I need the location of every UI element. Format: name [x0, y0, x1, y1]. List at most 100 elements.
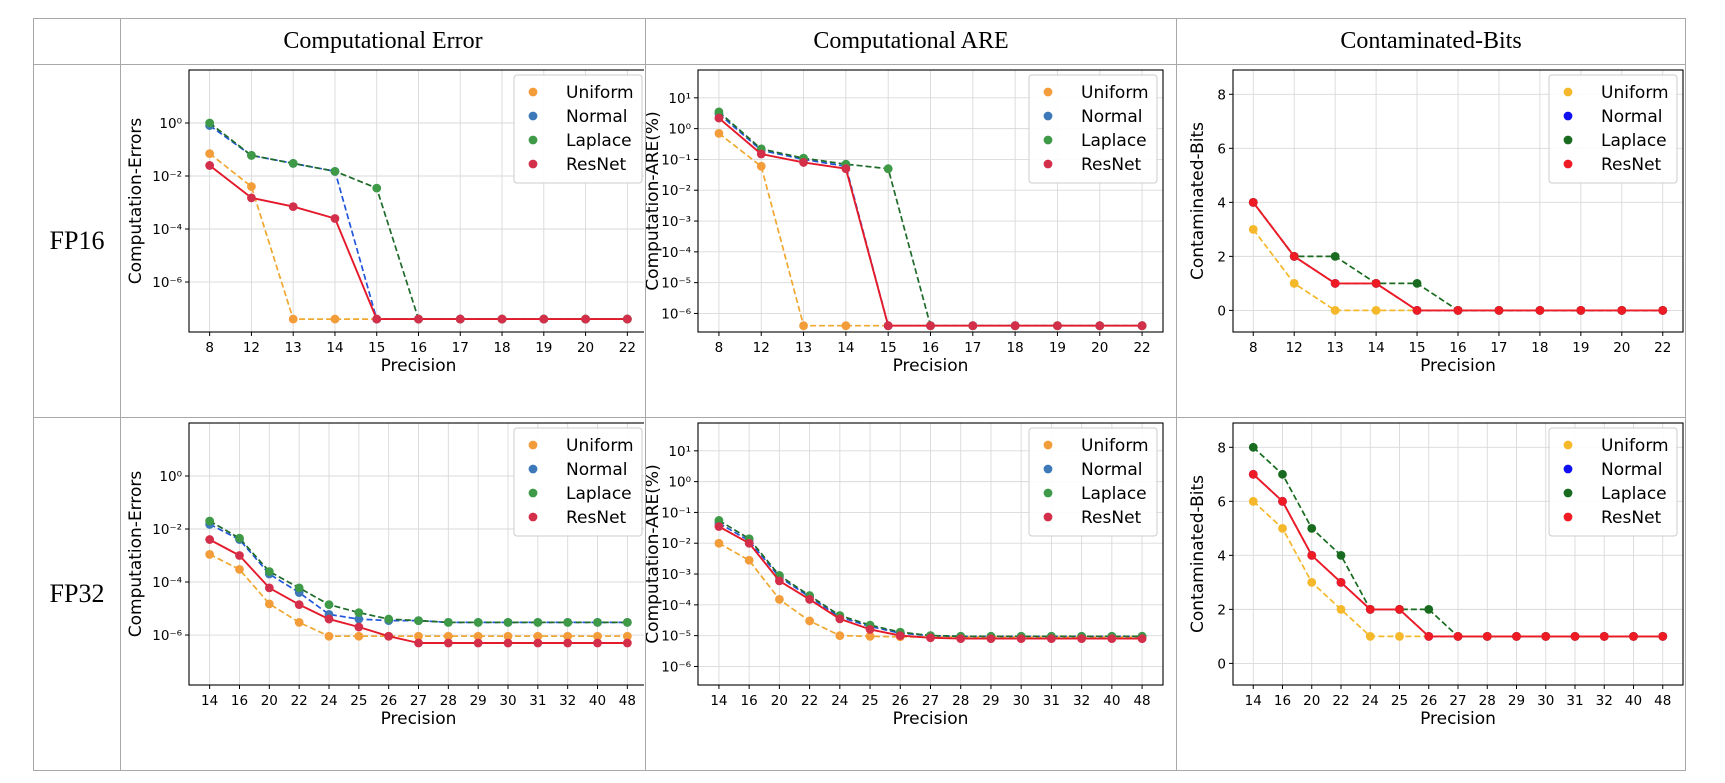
chart-fp16-error: 10⁻⁶ 10⁻⁴ 10⁻² 10⁰ 8 12 13 14 15 16 17 18 19 20 22 Prec…: [126, 69, 644, 376]
data-point: [503, 638, 513, 648]
x-tick-label: 22: [1332, 693, 1349, 709]
data-point: [324, 614, 334, 624]
legend-label: Laplace: [1081, 484, 1147, 504]
series-line: [209, 523, 628, 624]
y-tick-label: 10⁰: [668, 475, 691, 491]
data-point: [714, 522, 724, 531]
x-tick-label: 24: [1362, 693, 1379, 709]
data-point: [503, 617, 513, 627]
y-axis-label: Contaminated-Bits: [1188, 122, 1208, 280]
legend-marker: [1043, 512, 1053, 522]
x-tick-label: 31: [529, 693, 546, 709]
plot-frame: [697, 422, 1164, 686]
data-point: [1336, 550, 1346, 560]
y-tick-label: 6: [1217, 494, 1226, 510]
data-point: [1248, 442, 1258, 452]
y-tick-label: 10⁻¹: [661, 505, 691, 521]
x-tick-label: 30: [1013, 693, 1030, 709]
x-tick-label: 32: [559, 693, 576, 709]
data-point: [264, 599, 274, 609]
x-tick-label: 20: [1091, 340, 1108, 356]
x-tick-label: 13: [795, 340, 812, 356]
data-point: [1512, 631, 1521, 641]
y-axis-label: Computation-ARE(%): [646, 111, 663, 290]
data-point: [805, 595, 814, 604]
x-tick-label: 16: [410, 340, 427, 356]
data-point: [865, 624, 875, 634]
y-tick-label: 10⁻⁶: [152, 275, 182, 291]
data-point: [443, 617, 453, 627]
x-tick-label: 16: [922, 340, 939, 356]
chart-cell: 0 2 4 6 8 14 16 20 22 24 25 26 27 28 29 30 31 32 40 48 Preci…: [1176, 417, 1686, 771]
y-tick-label: 4: [1217, 195, 1226, 211]
y-tick-label: 10⁻⁴: [661, 245, 691, 261]
x-tick-label: 8: [1249, 340, 1258, 356]
y-tick-label: 10⁻¹: [661, 152, 691, 168]
data-point: [414, 616, 423, 625]
x-axis-label: Precision: [893, 356, 969, 376]
x-tick-label: 13: [1327, 340, 1344, 356]
data-point: [883, 321, 893, 331]
y-tick-label: 10⁻²: [661, 536, 691, 552]
plot-frame: [1232, 422, 1684, 686]
legend-marker: [528, 440, 538, 450]
x-tick-label: 48: [619, 693, 636, 709]
data-point: [372, 183, 382, 193]
data-point: [294, 600, 304, 610]
data-point: [205, 161, 215, 170]
data-point: [294, 617, 304, 627]
x-tick-label: 17: [1490, 340, 1507, 356]
data-point: [473, 638, 483, 648]
data-point: [247, 150, 256, 160]
data-point: [563, 617, 573, 627]
y-tick-label: 10⁻⁴: [152, 575, 182, 591]
chart-fp32-error: 10⁻⁶ 10⁻⁴ 10⁻² 10⁰ 14 16 20 22 24 25 26 27 28 29 30 31 3…: [126, 422, 644, 729]
data-point: [774, 576, 784, 586]
data-point: [1330, 305, 1340, 315]
column-header: Computational ARE: [645, 18, 1177, 65]
legend-label: Normal: [566, 460, 628, 480]
data-point: [264, 583, 274, 593]
legend-label: Laplace: [1601, 484, 1667, 504]
data-point: [714, 516, 724, 525]
x-tick-label: 12: [753, 340, 770, 356]
x-tick-label: 20: [1303, 693, 1320, 709]
data-point: [330, 166, 340, 176]
data-point: [1289, 251, 1299, 261]
data-point: [414, 314, 423, 324]
x-tick-label: 29: [470, 693, 487, 709]
data-point: [288, 314, 298, 324]
legend-marker: [1563, 464, 1573, 474]
x-axis-label: Precision: [381, 356, 457, 376]
x-tick-label: 14: [710, 693, 727, 709]
y-tick-label: 10⁻²: [152, 169, 182, 185]
data-point: [593, 631, 602, 641]
y-tick-label: 10¹: [668, 91, 691, 107]
y-tick-label: 8: [1217, 440, 1226, 456]
legend-marker: [528, 135, 538, 145]
y-tick-label: 2: [1217, 249, 1226, 265]
data-point: [968, 321, 978, 331]
data-point: [443, 638, 453, 648]
x-tick-label: 22: [1133, 340, 1150, 356]
x-tick-label: 22: [291, 693, 308, 709]
plot-frame: [188, 422, 644, 686]
data-point: [835, 614, 845, 624]
x-tick-label: 48: [1654, 693, 1671, 709]
legend-box: [513, 427, 643, 537]
data-point: [926, 633, 935, 643]
data-point: [1248, 469, 1258, 479]
x-tick-label: 25: [861, 693, 878, 709]
data-point: [563, 638, 573, 648]
data-point: [288, 158, 298, 168]
y-axis-label: Computation-Errors: [126, 471, 146, 638]
data-point: [1365, 631, 1375, 641]
data-point: [1658, 631, 1668, 641]
x-tick-label: 12: [1286, 340, 1303, 356]
chart-fp16-bits: 0 2 4 6 8 8 12 13 14 15 16 17 18 19 20 22 Precision Conta…: [1188, 69, 1684, 376]
chart-cell: 0 2 4 6 8 8 12 13 14 15 16 17 18 19 20 22 Precision Conta…: [1176, 64, 1686, 418]
data-point: [1047, 634, 1056, 644]
data-point: [235, 533, 244, 543]
x-tick-label: 29: [1508, 693, 1525, 709]
